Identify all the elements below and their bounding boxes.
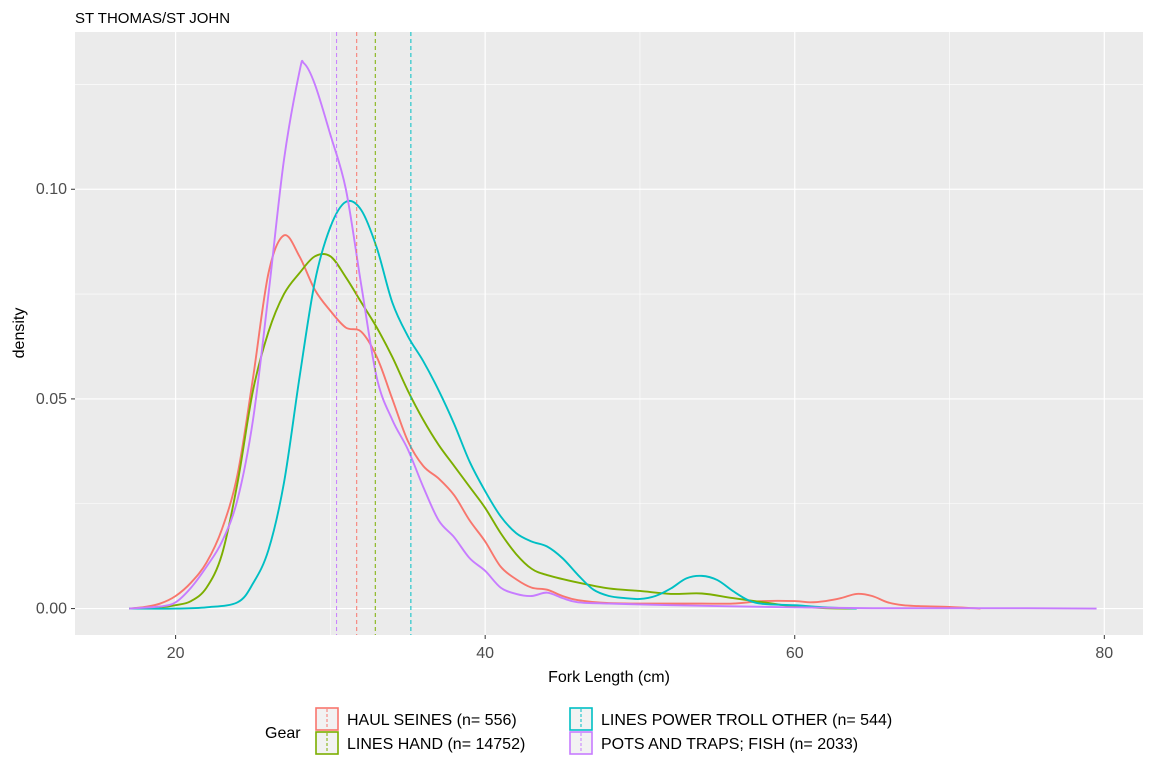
density-line-0 bbox=[129, 234, 981, 610]
legend-label-0: HAUL SEINES (n= 556) bbox=[347, 712, 517, 729]
y-axis-label: density bbox=[11, 308, 28, 359]
plot-panel bbox=[75, 32, 1143, 635]
legend: Gear HAUL SEINES (n= 556) LINES HAND (n= … bbox=[265, 707, 892, 755]
legend-label-3: POTS AND TRAPS; FISH (n= 2033) bbox=[601, 736, 858, 753]
major-gridlines bbox=[75, 32, 1143, 635]
legend-item-1: LINES HAND (n= 14752) bbox=[315, 731, 525, 755]
chart-title: ST THOMAS/ST JOHN bbox=[75, 10, 230, 27]
legend-label-1: LINES HAND (n= 14752) bbox=[347, 736, 525, 753]
legend-label-2: LINES POWER TROLL OTHER (n= 544) bbox=[601, 712, 892, 729]
mean-lines bbox=[336, 32, 412, 635]
x-tick-label: 40 bbox=[476, 645, 494, 662]
x-axis-label: Fork Length (cm) bbox=[548, 669, 670, 686]
series-layer bbox=[129, 59, 1097, 610]
x-tick-label: 80 bbox=[1095, 645, 1113, 662]
density-line-2 bbox=[129, 199, 857, 610]
y-tick-label: 0.05 bbox=[36, 391, 67, 408]
y-tick-label: 0.10 bbox=[36, 181, 67, 198]
density-line-3 bbox=[129, 59, 1097, 610]
legend-item-2: LINES POWER TROLL OTHER (n= 544) bbox=[569, 707, 892, 731]
legend-title: Gear bbox=[265, 725, 301, 742]
density-line-1 bbox=[129, 253, 857, 610]
legend-item-0: HAUL SEINES (n= 556) bbox=[315, 707, 517, 731]
y-axis: 0.00 0.05 0.10 bbox=[36, 181, 75, 618]
x-tick-label: 20 bbox=[167, 645, 185, 662]
x-tick-label: 60 bbox=[786, 645, 804, 662]
x-axis: 20 40 60 80 bbox=[167, 635, 1113, 662]
minor-gridlines bbox=[75, 32, 1143, 635]
legend-item-3: POTS AND TRAPS; FISH (n= 2033) bbox=[569, 731, 858, 755]
y-tick-label: 0.00 bbox=[36, 601, 67, 618]
legend-items: HAUL SEINES (n= 556) LINES HAND (n= 14752… bbox=[315, 707, 892, 755]
